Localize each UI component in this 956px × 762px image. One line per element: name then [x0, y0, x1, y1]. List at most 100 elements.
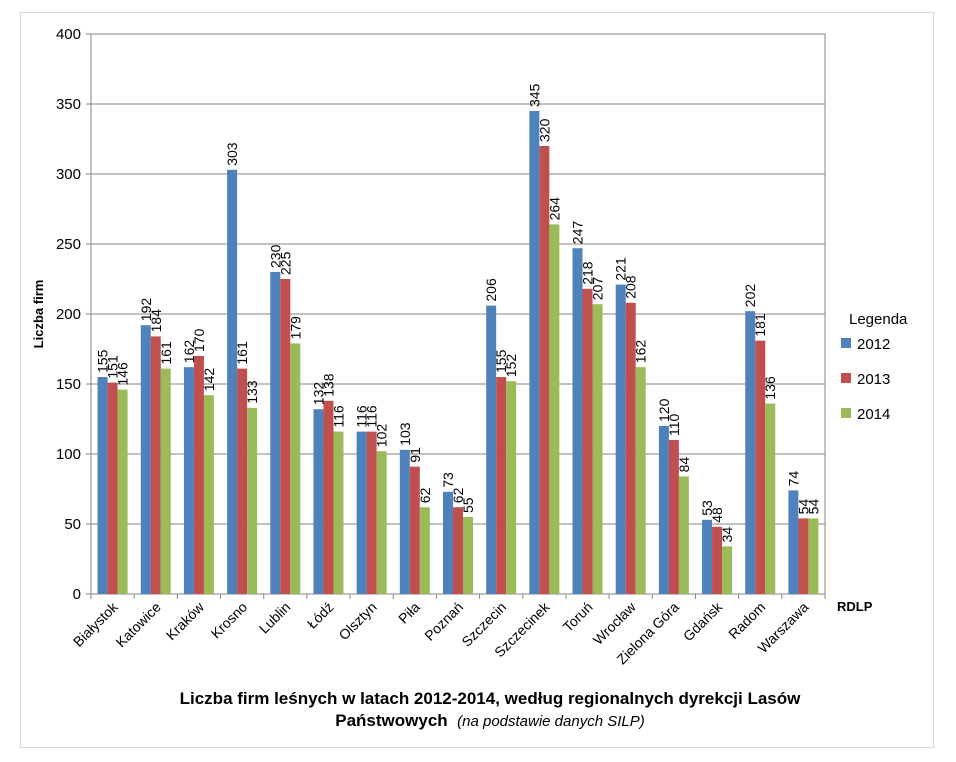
bar-2013 — [668, 440, 679, 594]
legend: Legenda 2012 2013 2014 — [841, 311, 908, 423]
chart-title: Liczba firm leśnych w latach 2012-2014, … — [90, 688, 890, 733]
data-label: 208 — [623, 275, 639, 299]
data-label: 54 — [795, 499, 811, 515]
bar-2014 — [549, 224, 560, 594]
data-label: 146 — [115, 362, 131, 386]
bar-2013 — [150, 336, 161, 594]
data-label: 132 — [310, 382, 326, 406]
bar-2014 — [678, 476, 689, 594]
data-label: 161 — [158, 341, 174, 365]
data-label: 264 — [546, 197, 562, 221]
y-tick-label: 350 — [56, 96, 81, 113]
bar-2013 — [366, 431, 377, 594]
bar-2012 — [745, 311, 756, 594]
data-label: 192 — [138, 298, 154, 322]
bar-2012 — [270, 272, 281, 594]
data-label: 53 — [699, 500, 715, 516]
y-tick-label: 300 — [56, 166, 81, 183]
bar-2012 — [443, 491, 453, 594]
bar-2014 — [247, 407, 258, 594]
chart-title-line2-main: Państwowych — [335, 711, 448, 730]
bar-2013 — [712, 526, 723, 594]
y-axis-label: Liczba firm — [31, 280, 46, 349]
data-label: 54 — [805, 499, 821, 515]
y-tick-label: 50 — [64, 516, 81, 533]
bar-2012 — [702, 519, 713, 594]
x-axis-label: RDLP — [837, 599, 873, 614]
data-label: 120 — [656, 398, 672, 422]
legend-label-2012: 2012 — [857, 336, 890, 353]
bar-2012 — [658, 426, 669, 594]
data-label: 247 — [570, 221, 586, 245]
y-tick-label: 400 — [56, 26, 81, 43]
bar-2013 — [409, 466, 420, 594]
data-label: 181 — [752, 313, 768, 337]
x-tick-label: Lublin — [256, 599, 294, 637]
data-label: 62 — [417, 487, 433, 503]
bar-2014 — [160, 368, 171, 594]
x-tick-label: Gdańsk — [680, 598, 726, 644]
y-tick-label: 150 — [56, 376, 81, 393]
bar-2012 — [97, 377, 108, 594]
data-label: 116 — [330, 405, 346, 428]
x-tick-label: Toruń — [560, 599, 596, 635]
data-label: 162 — [633, 340, 649, 364]
data-label: 202 — [742, 284, 758, 308]
data-label: 218 — [580, 261, 596, 285]
bar-2014 — [592, 304, 603, 594]
bar-2012 — [615, 284, 626, 594]
bar-2012 — [572, 248, 583, 594]
bar-2013 — [496, 377, 507, 594]
data-label: 116 — [354, 405, 370, 428]
bar-2013 — [625, 302, 636, 594]
bar-2013 — [107, 382, 118, 594]
data-label: 142 — [201, 368, 217, 392]
data-label: 179 — [287, 316, 303, 340]
legend-swatch-2013 — [841, 373, 851, 383]
data-label: 110 — [666, 413, 682, 436]
data-label: 161 — [234, 341, 250, 365]
x-tick-label: Radom — [725, 599, 768, 642]
x-tick-label: Krosno — [208, 599, 251, 642]
bar-2013 — [280, 279, 291, 594]
data-label: 207 — [590, 277, 606, 301]
chart-frame: 155 151 146 192 184 161 162 170 142 303 161 133 230 2… — [20, 12, 934, 748]
bar-2012 — [313, 409, 324, 594]
bar-2012 — [788, 490, 799, 594]
data-label: 184 — [148, 309, 164, 333]
x-tick-label: Piła — [395, 599, 423, 627]
data-label: 152 — [503, 354, 519, 378]
bar-2014 — [333, 431, 344, 594]
data-label: 102 — [374, 424, 390, 448]
x-tick-label: Olsztyn — [335, 599, 379, 643]
data-label: 206 — [483, 278, 499, 302]
bar-2014 — [117, 389, 128, 594]
legend-swatch-2012 — [841, 338, 851, 348]
legend-label-2014: 2014 — [857, 406, 890, 423]
bar-2013 — [323, 400, 334, 594]
data-label: 48 — [709, 507, 725, 523]
data-label: 136 — [762, 376, 778, 400]
data-label: 221 — [613, 257, 629, 281]
y-tick-label: 0 — [73, 586, 81, 603]
data-label: 320 — [536, 118, 552, 142]
bar-2013 — [237, 368, 248, 594]
data-label: 170 — [191, 328, 207, 352]
x-tick-label: Kraków — [163, 598, 208, 643]
y-tick-label: 250 — [56, 236, 81, 253]
bar-2012 — [399, 449, 410, 594]
legend-label-2013: 2013 — [857, 371, 890, 388]
data-label: 55 — [460, 497, 476, 513]
bar-2013 — [539, 146, 550, 594]
data-label: 303 — [224, 142, 240, 166]
bar-2014 — [376, 451, 387, 594]
bar-2012 — [227, 169, 238, 595]
bar-2013 — [798, 518, 809, 594]
bar-2013 — [453, 507, 463, 594]
legend-title: Legenda — [849, 311, 908, 328]
data-label: 74 — [785, 471, 801, 487]
bar-2014 — [419, 507, 430, 594]
data-label: 162 — [181, 340, 197, 364]
